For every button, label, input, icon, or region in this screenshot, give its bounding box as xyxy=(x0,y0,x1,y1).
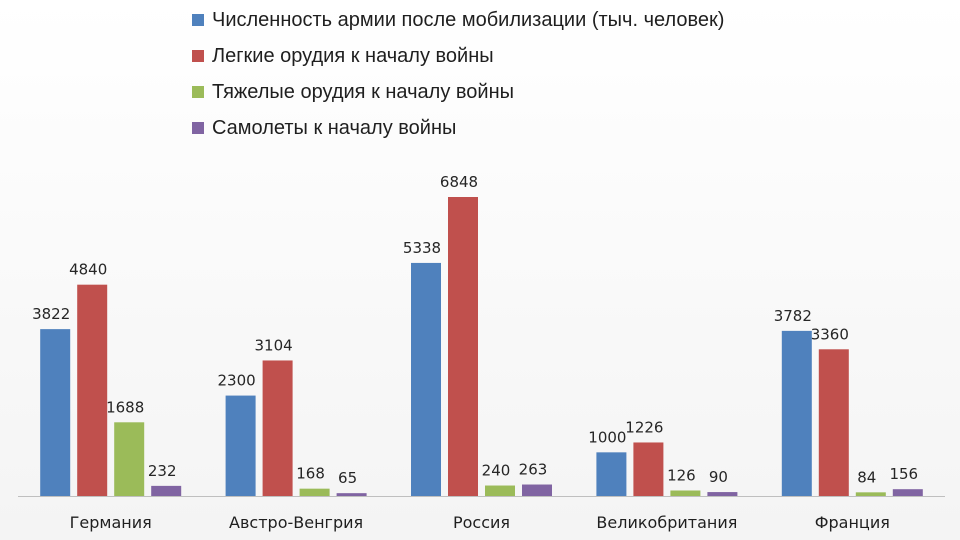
legend-label-aircraft: Самолеты к началу войны xyxy=(212,116,457,139)
bar xyxy=(670,490,701,496)
category-label: Германия xyxy=(70,513,152,532)
data-label: 2300 xyxy=(218,372,256,390)
data-label: 232 xyxy=(148,462,177,480)
data-label: 6848 xyxy=(440,173,478,191)
data-label: 240 xyxy=(482,462,511,480)
data-label: 168 xyxy=(296,465,325,483)
data-label: 126 xyxy=(667,466,696,484)
bar xyxy=(114,422,145,496)
bar xyxy=(151,485,182,496)
category-label: Австро-Венгрия xyxy=(229,513,363,532)
data-label: 84 xyxy=(857,468,876,486)
data-label: 1226 xyxy=(625,418,663,436)
data-label: 1688 xyxy=(106,398,144,416)
category-label: Великобритания xyxy=(596,513,737,532)
bar xyxy=(707,492,738,496)
chart-legend: Численность армии после мобилизации (тыч… xyxy=(192,2,724,146)
data-label: 3104 xyxy=(255,336,293,354)
bar xyxy=(633,442,664,496)
legend-item-light-guns: Легкие орудия к началу войны xyxy=(192,38,724,74)
legend-label-heavy-guns: Тяжелые орудия к началу войны xyxy=(212,80,514,103)
legend-item-aircraft: Самолеты к началу войны xyxy=(192,110,724,146)
bar xyxy=(411,262,441,496)
bar xyxy=(448,197,478,496)
data-label: 3822 xyxy=(32,305,70,323)
legend-swatch-army xyxy=(192,14,204,26)
category-label: Россия xyxy=(453,513,510,532)
legend-item-heavy-guns: Тяжелые орудия к началу войны xyxy=(192,74,724,110)
legend-item-army: Численность армии после мобилизации (тыч… xyxy=(192,2,724,38)
legend-swatch-aircraft xyxy=(192,122,204,134)
legend-swatch-heavy-guns xyxy=(192,86,204,98)
bar xyxy=(892,489,923,496)
bar xyxy=(299,488,330,496)
bar xyxy=(596,452,627,496)
legend-label-army: Численность армии после мобилизации (тыч… xyxy=(212,8,725,31)
bar xyxy=(855,492,886,496)
bar xyxy=(781,330,812,496)
data-label: 65 xyxy=(338,469,357,487)
bar xyxy=(262,360,293,496)
data-label: 3360 xyxy=(811,325,849,343)
legend-label-light-guns: Легкие орудия к началу войны xyxy=(212,44,494,67)
bar xyxy=(77,284,108,496)
legend-swatch-light-guns xyxy=(192,50,204,62)
category-label: Франция xyxy=(815,513,890,532)
bar xyxy=(40,329,71,496)
data-label: 1000 xyxy=(588,428,626,446)
data-label: 156 xyxy=(889,465,918,483)
data-label: 4840 xyxy=(69,261,107,279)
bar xyxy=(225,395,256,496)
data-label: 90 xyxy=(709,468,728,486)
bar xyxy=(336,493,367,496)
bar xyxy=(485,485,515,496)
bar xyxy=(522,484,552,496)
data-label: 5338 xyxy=(403,239,441,257)
bar xyxy=(818,349,849,496)
data-label: 263 xyxy=(519,461,548,479)
data-label: 3782 xyxy=(774,307,812,325)
